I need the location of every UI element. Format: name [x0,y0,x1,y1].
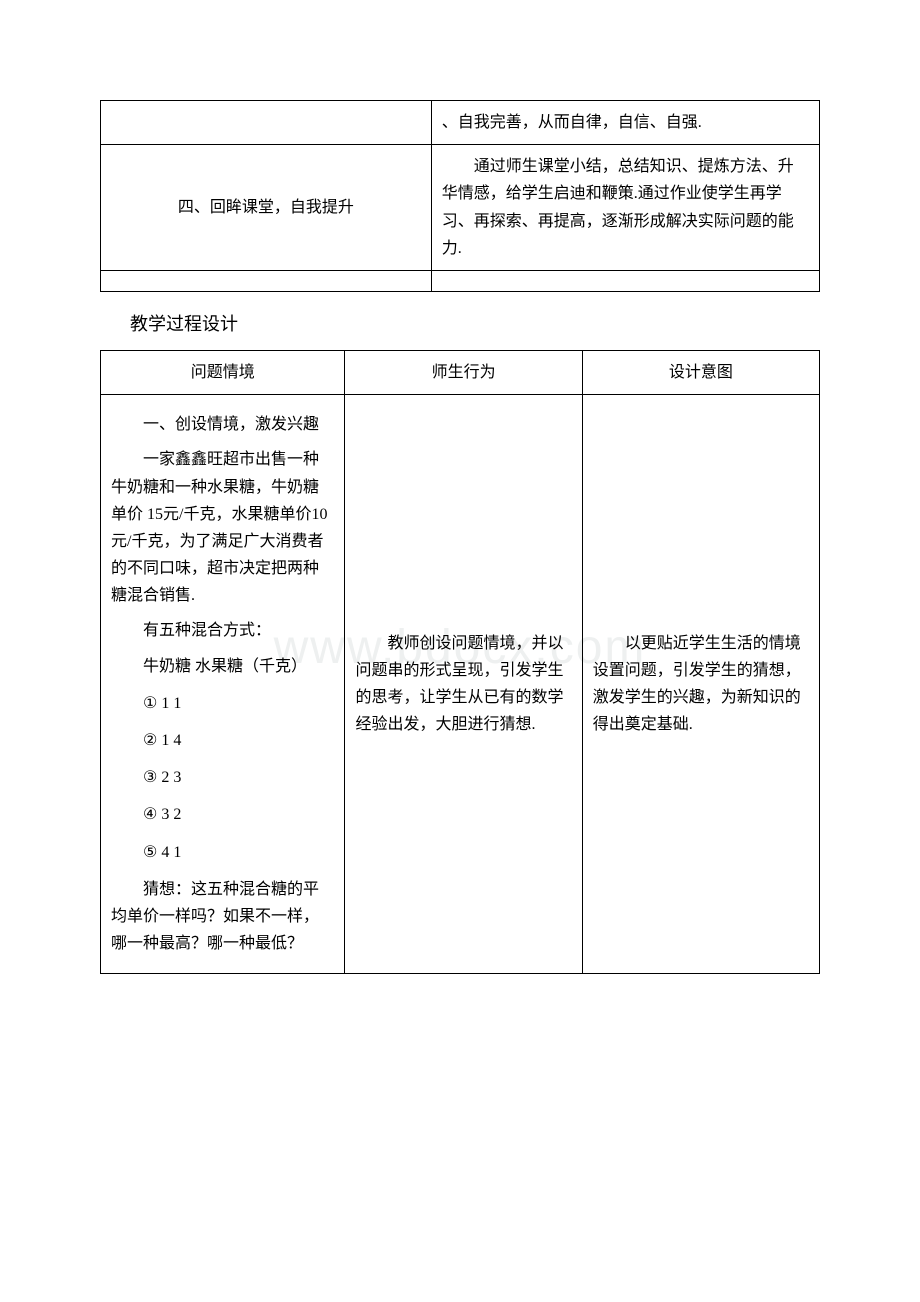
paragraph: 一家鑫鑫旺超市出售一种牛奶糖和一种水果糖，牛奶糖单价 15元/千克，水果糖单价1… [111,446,334,609]
cell-heading: 四、回眸课堂，自我提升 [101,145,432,271]
table-teaching-process: 问题情境 师生行为 设计意图 一、创设情境，激发兴趣 一家鑫鑫旺超市出售一种牛奶… [100,350,820,974]
list-item: ④ 3 2 [111,801,334,828]
column-header: 设计意图 [582,350,819,394]
section-title: 教学过程设计 [130,310,820,336]
cell-text: 通过师生课堂小结，总结知识、提炼方法、升华情感，给学生启迪和鞭策.通过作业使学生… [431,145,819,271]
text-content: 教师创设问题情境，并以问题串的形式呈现，引发学生的思考，让学生从已有的数学经验出… [355,630,571,739]
list-item: ③ 2 3 [111,764,334,791]
column-header: 师生行为 [345,350,582,394]
paragraph: 有五种混合方式： [111,617,334,644]
text-content: 四、回眸课堂，自我提升 [178,199,354,216]
list-item: ① 1 1 [111,690,334,717]
text-content: 通过师生课堂小结，总结知识、提炼方法、升华情感，给学生启迪和鞭策.通过作业使学生… [442,153,809,262]
table-header-row: 问题情境 师生行为 设计意图 [101,350,820,394]
cell-text: 、自我完善，从而自律，自信、自强. [431,101,819,145]
cell-design-intent: 以更贴近学生生活的情境设置问题，引发学生的猜想，激发学生的兴趣，为新知识的得出奠… [582,395,819,974]
table-row [101,270,820,291]
list-item: ② 1 4 [111,727,334,754]
cell-empty [101,101,432,145]
paragraph: 牛奶糖 水果糖（千克） [111,653,334,680]
cell-teacher-behavior: 教师创设问题情境，并以问题串的形式呈现，引发学生的思考，让学生从已有的数学经验出… [345,395,582,974]
text-content: 以更贴近学生生活的情境设置问题，引发学生的猜想，激发学生的兴趣，为新知识的得出奠… [593,630,809,739]
paragraph: 一、创设情境，激发兴趣 [111,411,334,438]
table-row: 四、回眸课堂，自我提升 通过师生课堂小结，总结知识、提炼方法、升华情感，给学生启… [101,145,820,271]
text-content: 、自我完善，从而自律，自信、自强. [442,114,702,131]
table-summary: 、自我完善，从而自律，自信、自强. 四、回眸课堂，自我提升 通过师生课堂小结，总… [100,100,820,292]
cell-empty [101,270,432,291]
column-header: 问题情境 [101,350,345,394]
paragraph: 猜想：这五种混合糖的平均单价一样吗？如果不一样，哪一种最高？哪一种最低？ [111,876,334,958]
table-row: 一、创设情境，激发兴趣 一家鑫鑫旺超市出售一种牛奶糖和一种水果糖，牛奶糖单价 1… [101,395,820,974]
list-item: ⑤ 4 1 [111,839,334,866]
cell-problem-context: 一、创设情境，激发兴趣 一家鑫鑫旺超市出售一种牛奶糖和一种水果糖，牛奶糖单价 1… [101,395,345,974]
table-row: 、自我完善，从而自律，自信、自强. [101,101,820,145]
cell-empty [431,270,819,291]
